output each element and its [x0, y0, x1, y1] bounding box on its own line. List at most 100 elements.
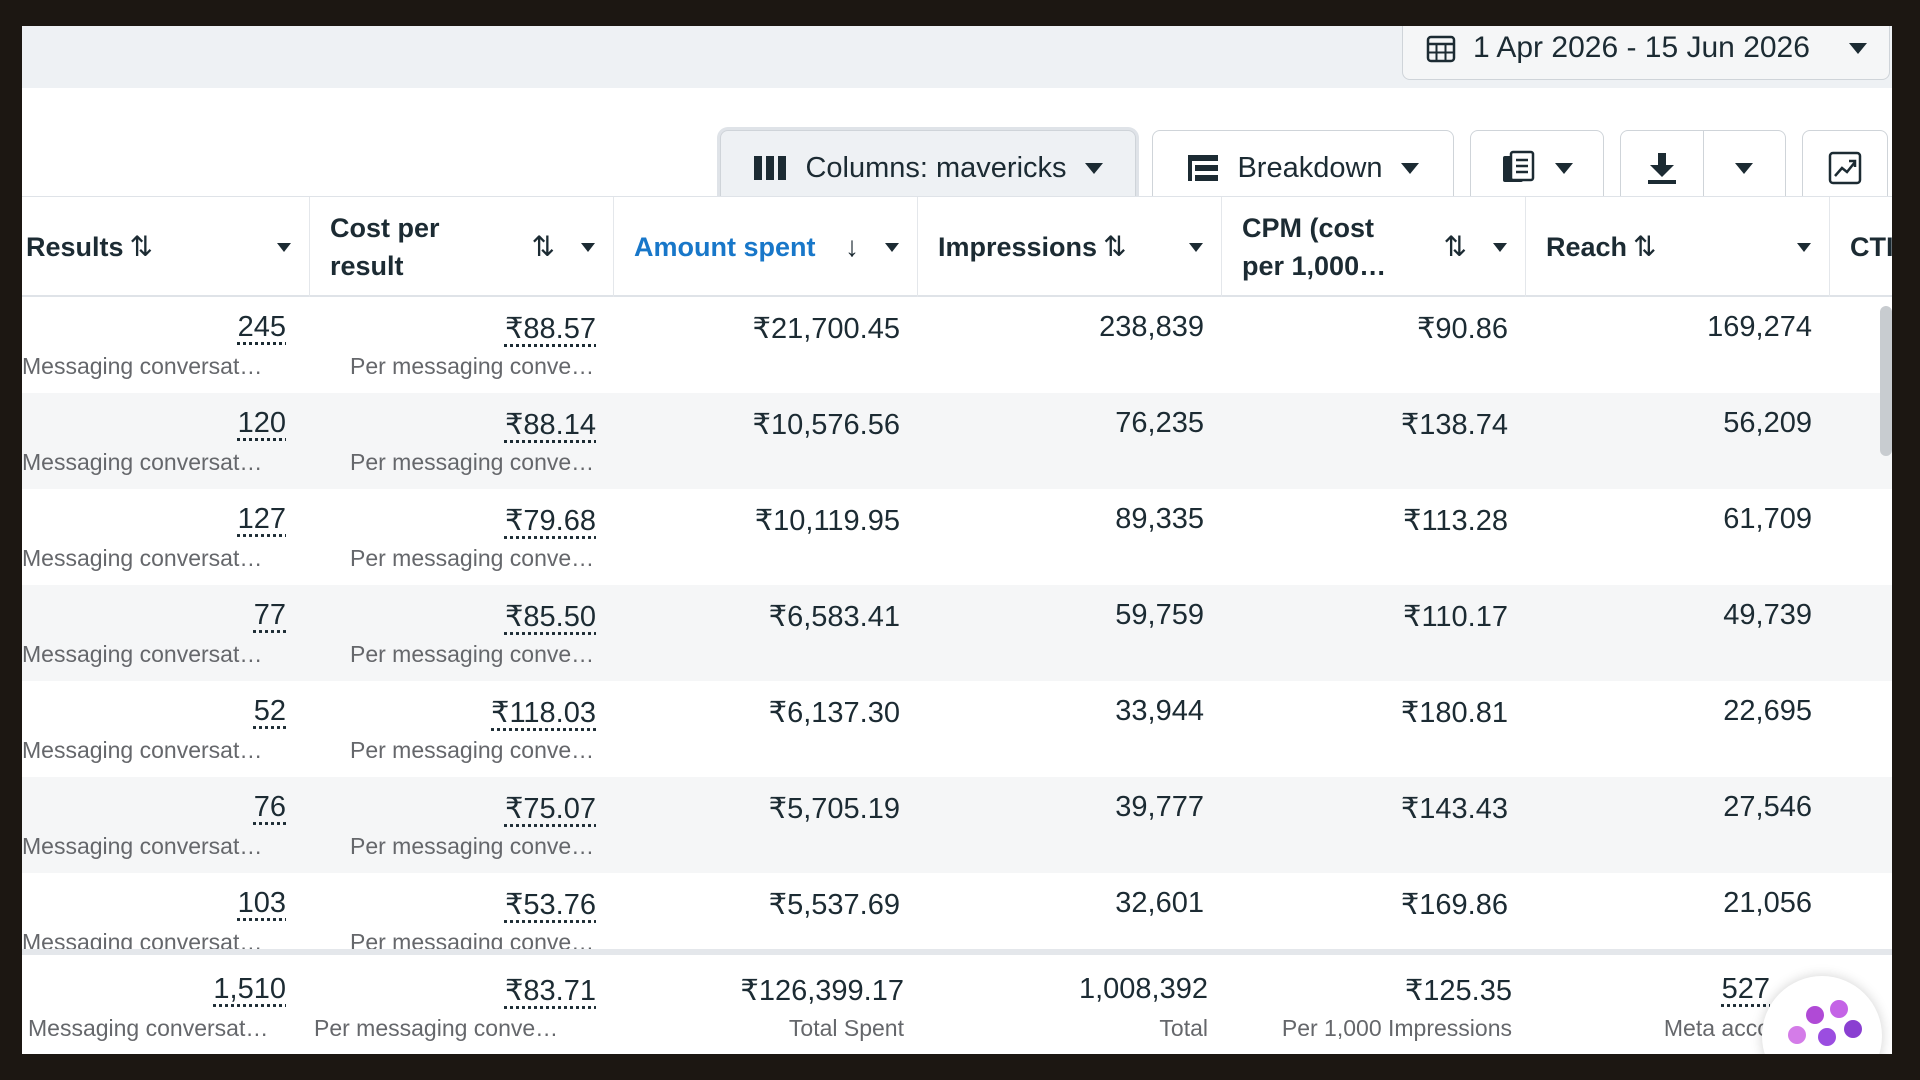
impressions-value: 89,335 [1115, 503, 1204, 535]
impressions-value: 32,601 [1115, 887, 1204, 919]
total-impressions-cell: 1,008,392 Total [918, 955, 1208, 1051]
column-header-impressions[interactable]: Impressions ⇅ [918, 197, 1222, 297]
table-cell-results: 127 Messaging conversat… [22, 489, 286, 585]
column-menu-icon[interactable] [1189, 242, 1203, 252]
sort-icon[interactable]: ⇅ [1443, 231, 1467, 262]
reach-value: 22,695 [1723, 695, 1812, 727]
total-results-label: Messaging conversat… [28, 1015, 269, 1041]
cost-per-result-value[interactable]: ₹53.76 [504, 889, 596, 921]
cpm-value: ₹138.74 [1400, 409, 1508, 441]
cost-per-result-value[interactable]: ₹118.03 [491, 697, 596, 729]
column-header-cpm[interactable]: CPM (cost per 1,000… ⇅ [1222, 197, 1526, 297]
table-cell-cost-per-result: ₹88.57 Per messaging conve… [310, 297, 596, 393]
column-header-results[interactable]: Results ⇅ [22, 197, 310, 297]
table-cell-cpm: ₹180.81 [1222, 681, 1508, 777]
table-cell-reach: 56,209 [1526, 393, 1812, 489]
column-menu-icon[interactable] [885, 242, 899, 252]
table-cell-results: 76 Messaging conversat… [22, 777, 286, 873]
total-impressions-label: Total [1159, 1015, 1208, 1041]
results-sublabel: Messaging conversat… [22, 353, 263, 379]
export-button[interactable] [1621, 151, 1703, 185]
cost-per-result-value[interactable]: ₹88.14 [504, 409, 596, 441]
assistant-logo-dot [1818, 1028, 1836, 1046]
total-reach-label: Meta acco [1663, 1015, 1770, 1041]
column-header-amount-spent[interactable]: Amount spent ↓ [614, 197, 918, 297]
columns-label: Columns: mavericks [805, 151, 1067, 184]
columns-icon [754, 156, 787, 180]
column-menu-icon[interactable] [1797, 242, 1811, 252]
download-icon [1648, 153, 1676, 184]
export-button-group [1620, 130, 1786, 206]
table-row[interactable]: 245 Messaging conversat… ₹88.57 Per messagi… [22, 297, 1892, 393]
cost-per-result-sublabel: Per messaging conve… [350, 545, 595, 571]
table-cell-reach: 169,274 [1526, 297, 1812, 393]
results-sublabel: Messaging conversat… [22, 737, 263, 763]
reports-button[interactable] [1470, 130, 1604, 206]
total-results-cell: 1,510 Messaging conversat… [22, 955, 286, 1051]
table-cell-reach: 21,056 [1526, 873, 1812, 969]
column-menu-icon[interactable] [1493, 242, 1507, 252]
cost-per-result-value[interactable]: ₹88.57 [504, 313, 596, 345]
sort-icon[interactable]: ⇅ [1103, 231, 1127, 262]
total-results-value[interactable]: 1,510 [213, 973, 286, 1005]
table-row[interactable]: 77 Messaging conversat… ₹85.50 Per messagin… [22, 585, 1892, 681]
cost-per-result-value[interactable]: ₹85.50 [504, 601, 596, 633]
trend-chart-icon [1828, 151, 1862, 185]
results-value[interactable]: 245 [237, 311, 286, 343]
results-sublabel: Messaging conversat… [22, 833, 263, 859]
total-amount-cell: ₹126,399.17 Total Spent [614, 955, 904, 1051]
total-impressions-value: 1,008,392 [1078, 973, 1208, 1005]
results-value[interactable]: 103 [237, 887, 286, 919]
table-row[interactable]: 127 Messaging conversat… ₹79.68 Per messagi… [22, 489, 1892, 585]
results-value[interactable]: 127 [237, 503, 286, 535]
results-value[interactable]: 120 [237, 407, 286, 439]
table-cell-impressions: 59,759 [918, 585, 1204, 681]
cost-per-result-value[interactable]: ₹79.68 [504, 505, 596, 537]
sort-icon[interactable]: ⇅ [1633, 231, 1657, 262]
column-header-reach[interactable]: Reach ⇅ [1526, 197, 1830, 297]
table-row[interactable]: 120 Messaging conversat… ₹88.14 Per messagi… [22, 393, 1892, 489]
campaign-table: Results ⇅ Cost per result ⇅ Amount spent… [22, 196, 1892, 1054]
sort-icon[interactable]: ⇅ [129, 231, 154, 262]
cpm-value: ₹143.43 [1400, 793, 1508, 825]
toolbar: Columns: mavericks Breakdown [22, 88, 1892, 222]
table-cell-impressions: 33,944 [918, 681, 1204, 777]
column-menu-icon[interactable] [581, 242, 595, 252]
vertical-scrollbar[interactable] [1880, 306, 1892, 456]
table-cell-results: 245 Messaging conversat… [22, 297, 286, 393]
table-row[interactable]: 76 Messaging conversat… ₹75.07 Per messagin… [22, 777, 1892, 873]
column-menu-icon[interactable] [277, 242, 291, 252]
table-cell-results: 52 Messaging conversat… [22, 681, 286, 777]
cost-per-result-sublabel: Per messaging conve… [350, 641, 595, 667]
results-value[interactable]: 77 [253, 599, 286, 631]
sort-desc-icon[interactable]: ↓ [845, 231, 859, 262]
column-header-ctr[interactable]: CTI [1850, 232, 1892, 262]
table-row[interactable]: 52 Messaging conversat… ₹118.03 Per messagi… [22, 681, 1892, 777]
view-charts-button[interactable] [1802, 130, 1888, 206]
cost-per-result-value[interactable]: ₹75.07 [504, 793, 596, 825]
results-sublabel: Messaging conversat… [22, 449, 263, 475]
amount-spent-value: ₹10,576.56 [752, 409, 900, 441]
impressions-value: 238,839 [1099, 311, 1204, 343]
divider [1703, 131, 1704, 205]
date-range-picker[interactable]: 1 Apr 2026 - 15 Jun 2026 [1402, 26, 1890, 80]
table-cell-amount-spent: ₹6,137.30 [614, 681, 900, 777]
cpm-value: ₹113.28 [1403, 505, 1508, 537]
breakdown-button[interactable]: Breakdown [1152, 130, 1454, 206]
table-cell-cpm: ₹143.43 [1222, 777, 1508, 873]
cpm-value: ₹90.86 [1416, 313, 1508, 345]
total-cost-value[interactable]: ₹83.71 [504, 975, 596, 1007]
columns-button[interactable]: Columns: mavericks [720, 130, 1136, 206]
column-header-cost-per-result[interactable]: Cost per result ⇅ [310, 197, 614, 297]
export-options-button[interactable] [1703, 162, 1785, 174]
results-value[interactable]: 52 [253, 695, 286, 727]
assistant-logo-dot [1844, 1020, 1862, 1038]
reach-value: 169,274 [1707, 311, 1812, 343]
sort-icon[interactable]: ⇅ [531, 231, 555, 262]
results-value[interactable]: 76 [253, 791, 286, 823]
amount-spent-value: ₹21,700.45 [752, 313, 900, 345]
table-cell-cpm: ₹113.28 [1222, 489, 1508, 585]
total-amount-value: ₹126,399.17 [740, 975, 904, 1007]
impressions-value: 39,777 [1115, 791, 1204, 823]
total-reach-value[interactable]: 527 [1721, 973, 1770, 1005]
